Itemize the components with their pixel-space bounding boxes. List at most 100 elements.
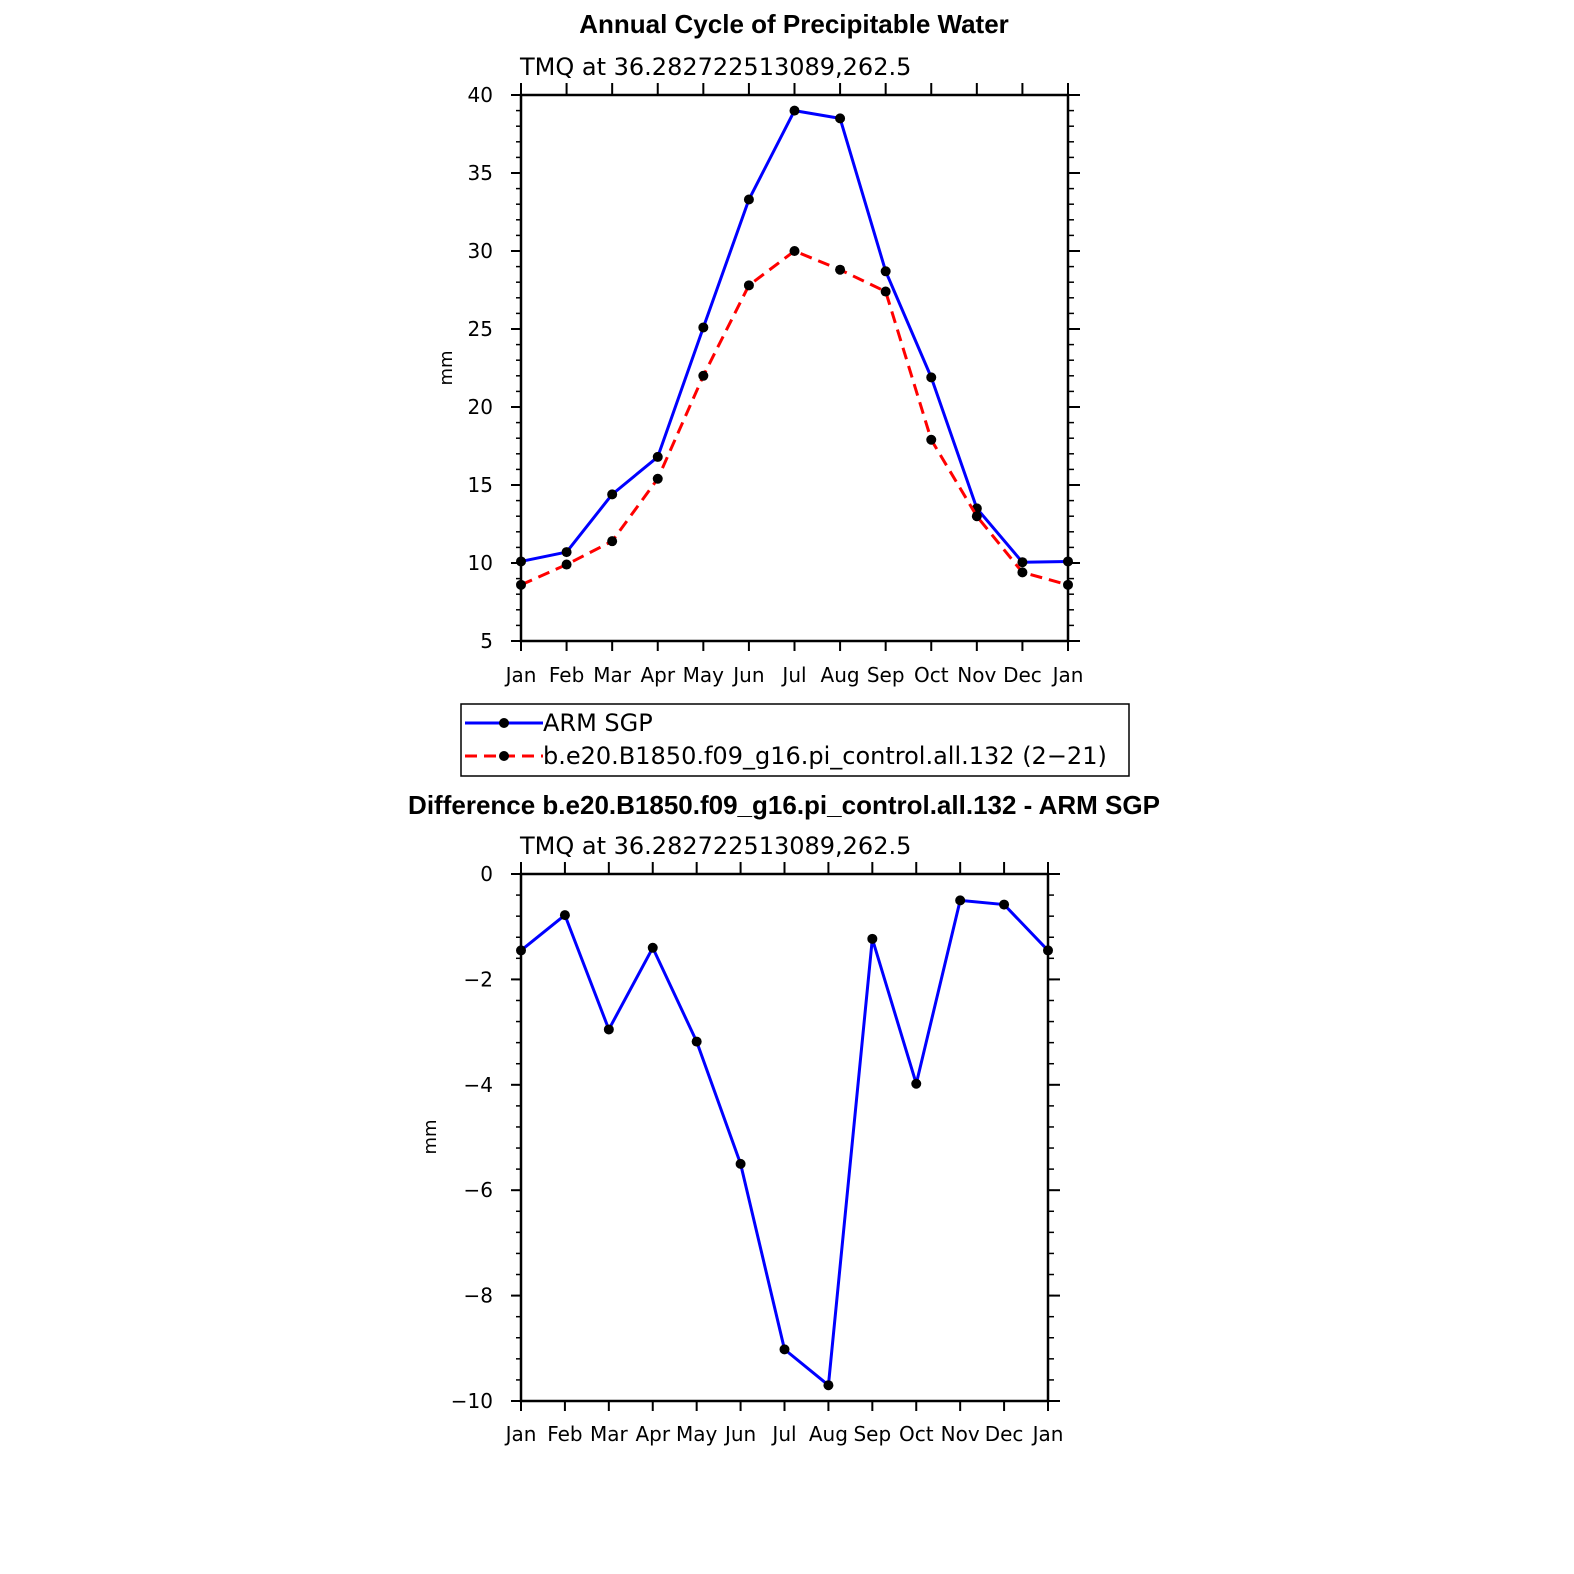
series-line-0 (520, 898, 1050, 1387)
data-point (823, 1380, 834, 1391)
x-tick-label: Sep (867, 663, 905, 687)
data-point (971, 511, 982, 522)
legend-marker-arm-sgp (499, 718, 509, 728)
x-tick-label: Apr (640, 663, 675, 687)
x-tick-label: Mar (590, 1422, 629, 1446)
y-tick-label: 5 (480, 629, 493, 653)
x-tick-label: Oct (899, 1422, 934, 1446)
y-axis-label: mm (436, 350, 457, 385)
data-point (561, 547, 572, 558)
data-point (561, 559, 572, 570)
data-point (926, 434, 937, 445)
y-tick-label: 25 (468, 317, 493, 341)
data-point (607, 536, 618, 547)
x-tick-label: Jun (723, 1422, 756, 1446)
data-point (1017, 567, 1028, 578)
data-point (867, 933, 878, 944)
data-point (743, 194, 754, 205)
data-point (698, 370, 709, 381)
axis-ticks: Jan Feb Mar Apr May Jun Jul Aug Sep Oct Nov Dec Jan−… (451, 862, 1064, 1446)
data-point (735, 1158, 746, 1169)
y-tick-label: −6 (464, 1178, 493, 1202)
chart-subtitle: TMQ at 36.282722513089,262.5 (519, 832, 911, 860)
axis-ticks: Jan Feb Mar Apr May Jun Jul Aug Sep Oct Nov Dec Jan 5… (468, 83, 1084, 687)
data-point (603, 1024, 614, 1035)
y-tick-label: 40 (468, 83, 493, 107)
chart-title: Annual Cycle of Precipitable Water (579, 9, 1009, 39)
data-point (880, 286, 891, 297)
x-tick-label: Jul (770, 1422, 796, 1446)
data-point (1063, 556, 1073, 567)
data-point (1043, 945, 1053, 956)
data-point (698, 322, 709, 333)
data-point (559, 910, 570, 921)
data-point (880, 266, 891, 277)
data-point (607, 489, 618, 500)
y-tick-label: −10 (451, 1389, 493, 1413)
data-point (955, 895, 966, 906)
data-point (1017, 557, 1028, 568)
precipitable-water-chart: Annual Cycle of Precipitable Water TMQ a… (436, 9, 1083, 687)
plot-frame (519, 872, 1050, 1403)
legend-label-model: b.e20.B1850.f09_g16.pi_control.all.132 (… (543, 742, 1107, 770)
y-tick-label: 20 (468, 395, 493, 419)
y-tick-label: 10 (468, 551, 493, 575)
data-point (911, 1078, 922, 1089)
legend: ARM SGP b.e20.B1850.f09_g16.pi_control.a… (460, 703, 1130, 777)
legend-marker-model (499, 751, 509, 761)
x-tick-label: Apr (635, 1422, 670, 1446)
data-point (516, 556, 526, 567)
x-tick-label: Jan (504, 663, 537, 687)
legend-box (460, 703, 1130, 777)
y-tick-label: 15 (468, 473, 493, 497)
data-point (999, 899, 1010, 910)
y-tick-label: 0 (480, 862, 493, 886)
y-tick-label: −4 (464, 1073, 493, 1097)
x-tick-label: Dec (985, 1422, 1024, 1446)
y-axis-label: mm (420, 1119, 441, 1154)
x-tick-label: Feb (547, 1422, 582, 1446)
x-tick-label: Jan (504, 1422, 537, 1446)
data-point (743, 280, 754, 291)
x-tick-label: Sep (853, 1422, 891, 1446)
data-point (691, 1036, 702, 1047)
data-point (652, 451, 663, 462)
x-tick-label: Jan (1051, 663, 1084, 687)
x-tick-label: Nov (941, 1422, 980, 1446)
data-point (652, 473, 663, 484)
x-tick-label: Aug (821, 663, 860, 687)
data-point (516, 579, 526, 590)
y-tick-label: 35 (468, 161, 493, 185)
chart-subtitle: TMQ at 36.282722513089,262.5 (519, 53, 911, 81)
plot-frame (519, 93, 1070, 643)
data-series (516, 105, 1073, 590)
y-tick-label: −2 (464, 967, 493, 991)
legend-label-arm-sgp: ARM SGP (543, 709, 653, 737)
data-point (789, 105, 800, 116)
data-point (1063, 579, 1073, 590)
data-point (647, 942, 658, 953)
x-tick-label: Jan (1031, 1422, 1064, 1446)
data-point (789, 246, 800, 256)
y-tick-label: 30 (468, 239, 493, 263)
x-tick-label: Dec (1003, 663, 1042, 687)
x-tick-label: Oct (914, 663, 949, 687)
plot-border (519, 872, 1050, 1403)
x-tick-label: May (683, 663, 725, 687)
series-line-0 (520, 109, 1069, 564)
plot-border (519, 93, 1070, 643)
x-tick-label: Jul (780, 663, 806, 687)
x-tick-label: Mar (593, 663, 632, 687)
x-tick-label: Nov (957, 663, 996, 687)
x-tick-label: Aug (809, 1422, 848, 1446)
data-point (516, 945, 526, 956)
data-series (516, 895, 1053, 1391)
data-point (835, 264, 846, 275)
difference-chart: Difference b.e20.B1850.f09_g16.pi_contro… (408, 790, 1160, 1446)
x-tick-label: Jun (731, 663, 764, 687)
x-tick-label: May (676, 1422, 718, 1446)
data-point (835, 113, 846, 124)
y-tick-label: −8 (464, 1284, 493, 1308)
chart-title: Difference b.e20.B1850.f09_g16.pi_contro… (408, 790, 1160, 820)
